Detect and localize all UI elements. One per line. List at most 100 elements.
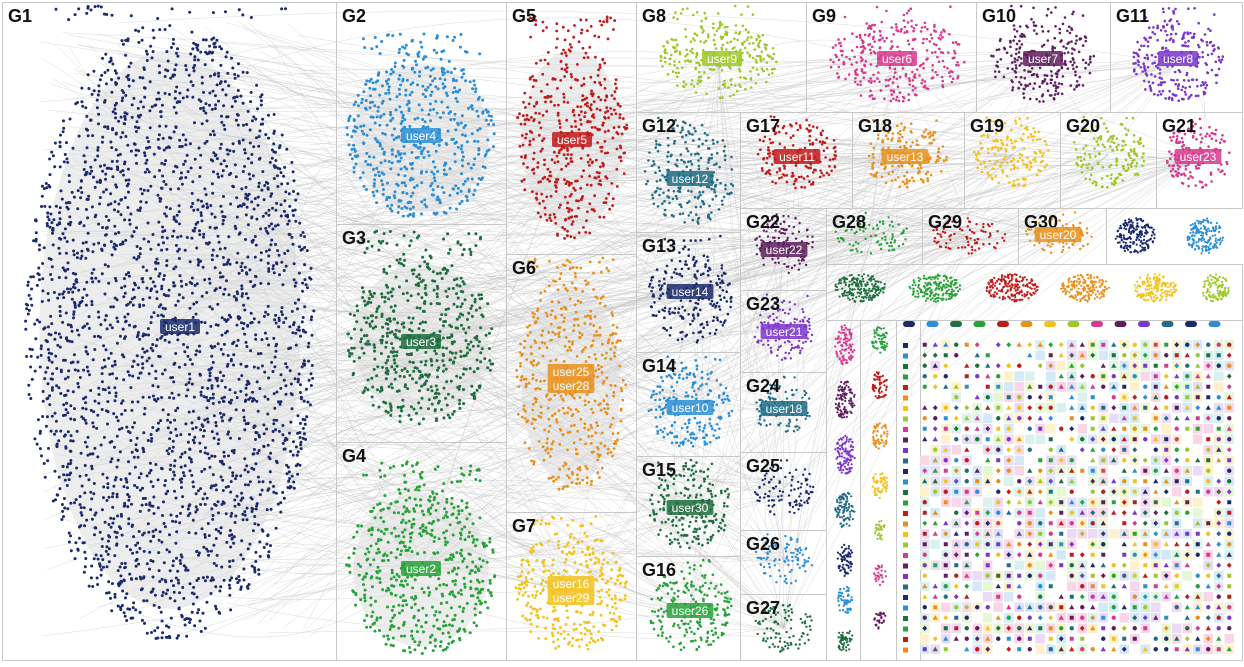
node [40,194,44,198]
node [438,77,442,81]
node [243,332,247,336]
node [374,542,378,546]
edge [67,125,1195,184]
node [187,531,191,535]
node [215,38,219,42]
node [192,66,195,70]
node [163,91,167,95]
node [269,451,273,455]
node [287,219,291,223]
node [147,508,151,512]
node [169,463,173,467]
node [230,512,234,515]
node [434,419,438,423]
node [215,432,219,436]
node [386,558,390,562]
node [420,587,424,591]
node [446,70,450,74]
node [377,405,381,409]
node [153,593,157,597]
node [348,570,352,574]
node [365,79,369,83]
node [226,152,230,156]
node [97,401,101,405]
node [365,151,369,155]
edge [172,173,791,624]
node [303,263,307,267]
node [135,436,139,440]
node [444,91,448,95]
node [380,315,384,318]
node [402,544,406,548]
node [462,248,466,251]
node [101,135,105,139]
node [267,254,271,258]
node [267,213,271,217]
node [267,267,271,271]
node [119,135,123,139]
node [72,282,76,286]
node [359,328,363,332]
node [89,165,93,169]
node [430,363,434,367]
node [414,59,417,63]
node [211,248,215,252]
node [272,392,276,396]
node [222,342,226,346]
node [428,83,432,87]
node [141,334,145,338]
node [400,119,404,123]
node [219,63,223,67]
node [140,277,144,281]
node [219,585,223,589]
node [398,105,402,109]
node [199,503,203,506]
node [419,504,422,508]
node [367,297,371,300]
node [104,233,107,237]
node [137,331,140,334]
node [453,583,457,586]
node [151,559,155,563]
node [212,436,216,440]
node [185,95,189,99]
node [289,484,292,488]
node [177,210,181,214]
node [172,281,176,285]
node [81,296,85,300]
node [87,478,91,482]
node [297,325,301,329]
node [302,432,306,436]
node [211,191,215,195]
node [424,66,428,70]
node [253,283,257,287]
node [272,490,276,494]
node [124,273,128,276]
node [422,156,426,159]
node [254,438,257,441]
node [85,114,89,118]
node [58,236,61,240]
edge [571,139,1059,237]
node [271,264,275,268]
node [250,497,254,501]
node [123,291,127,295]
node [180,486,183,489]
edge [77,326,780,626]
node [205,139,209,143]
node [170,449,174,453]
node [93,185,97,189]
node [223,80,227,84]
node [282,496,286,500]
node [259,281,263,285]
node [206,242,210,246]
edge [420,59,1179,138]
node [267,550,271,554]
node [112,208,116,212]
node [459,350,463,353]
node [365,614,369,617]
edge [248,56,1186,607]
node [226,432,230,436]
node [277,325,281,329]
node [230,56,233,60]
